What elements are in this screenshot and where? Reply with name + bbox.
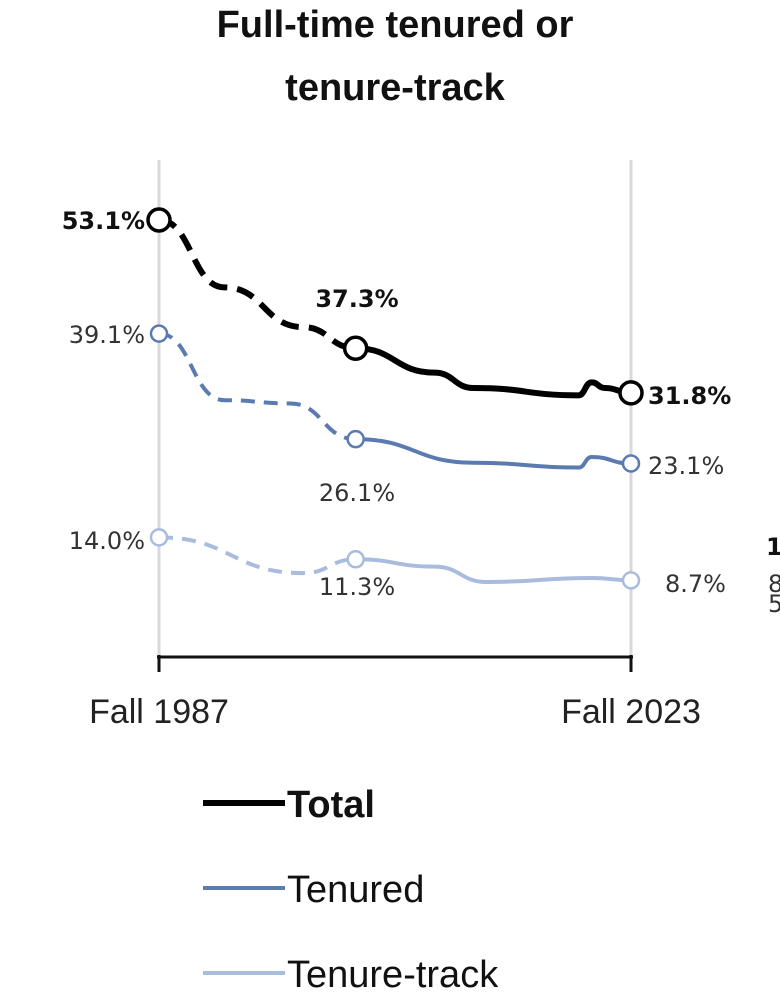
- tenure-track-end-label: 8.7%: [665, 570, 726, 598]
- tenured-end-label: 23.1%: [648, 452, 724, 480]
- chart-title-line-1: Full-time tenured or: [217, 4, 574, 46]
- total-marker-start: [146, 207, 172, 233]
- tenure-track-marker-start: [149, 528, 169, 547]
- chart-title-line-2: tenure-track: [285, 67, 505, 109]
- legend-label-tenured: Tenured: [287, 869, 424, 911]
- tenure-track-start-label: 14.0%: [69, 527, 145, 555]
- total-marker-end: [618, 380, 644, 406]
- legend-label-tenure-track: Tenure-track: [287, 954, 499, 996]
- x-tick-label-end: Fall 2023: [561, 693, 701, 731]
- tenured-marker-mid: [346, 429, 365, 449]
- tenured-mid-label: 26.1%: [319, 479, 395, 507]
- clipped-label-1: 1: [766, 533, 780, 561]
- legend-label-total: Total: [287, 784, 375, 826]
- total-line-dashed: [158, 217, 356, 352]
- total-marker-mid: [342, 335, 369, 361]
- tenure-track-mid-label: 11.3%: [319, 573, 395, 601]
- clipped-label-2: 8: [768, 570, 780, 598]
- x-tick-label-start: Fall 1987: [89, 693, 229, 731]
- tenured-line-solid: [355, 437, 632, 470]
- legend: Total Tenured Tenure-track: [203, 784, 499, 996]
- tenured-marker-start: [149, 324, 169, 343]
- tenure-track-line-solid: [355, 557, 632, 585]
- total-start-label: 53.1%: [62, 207, 145, 235]
- tenure-track-line-dashed: [158, 535, 356, 576]
- tenured-line-dashed: [158, 331, 356, 442]
- clipped-label-3: 5: [768, 590, 780, 618]
- total-mid-label: 37.3%: [315, 285, 398, 313]
- tenure-track-marker-mid: [346, 550, 365, 569]
- tenure-track-marker-end: [621, 571, 641, 590]
- total-end-label: 31.8%: [648, 382, 731, 410]
- tenured-start-label: 39.1%: [69, 321, 145, 349]
- tenured-marker-end: [621, 454, 641, 473]
- total-line-solid: [355, 345, 632, 399]
